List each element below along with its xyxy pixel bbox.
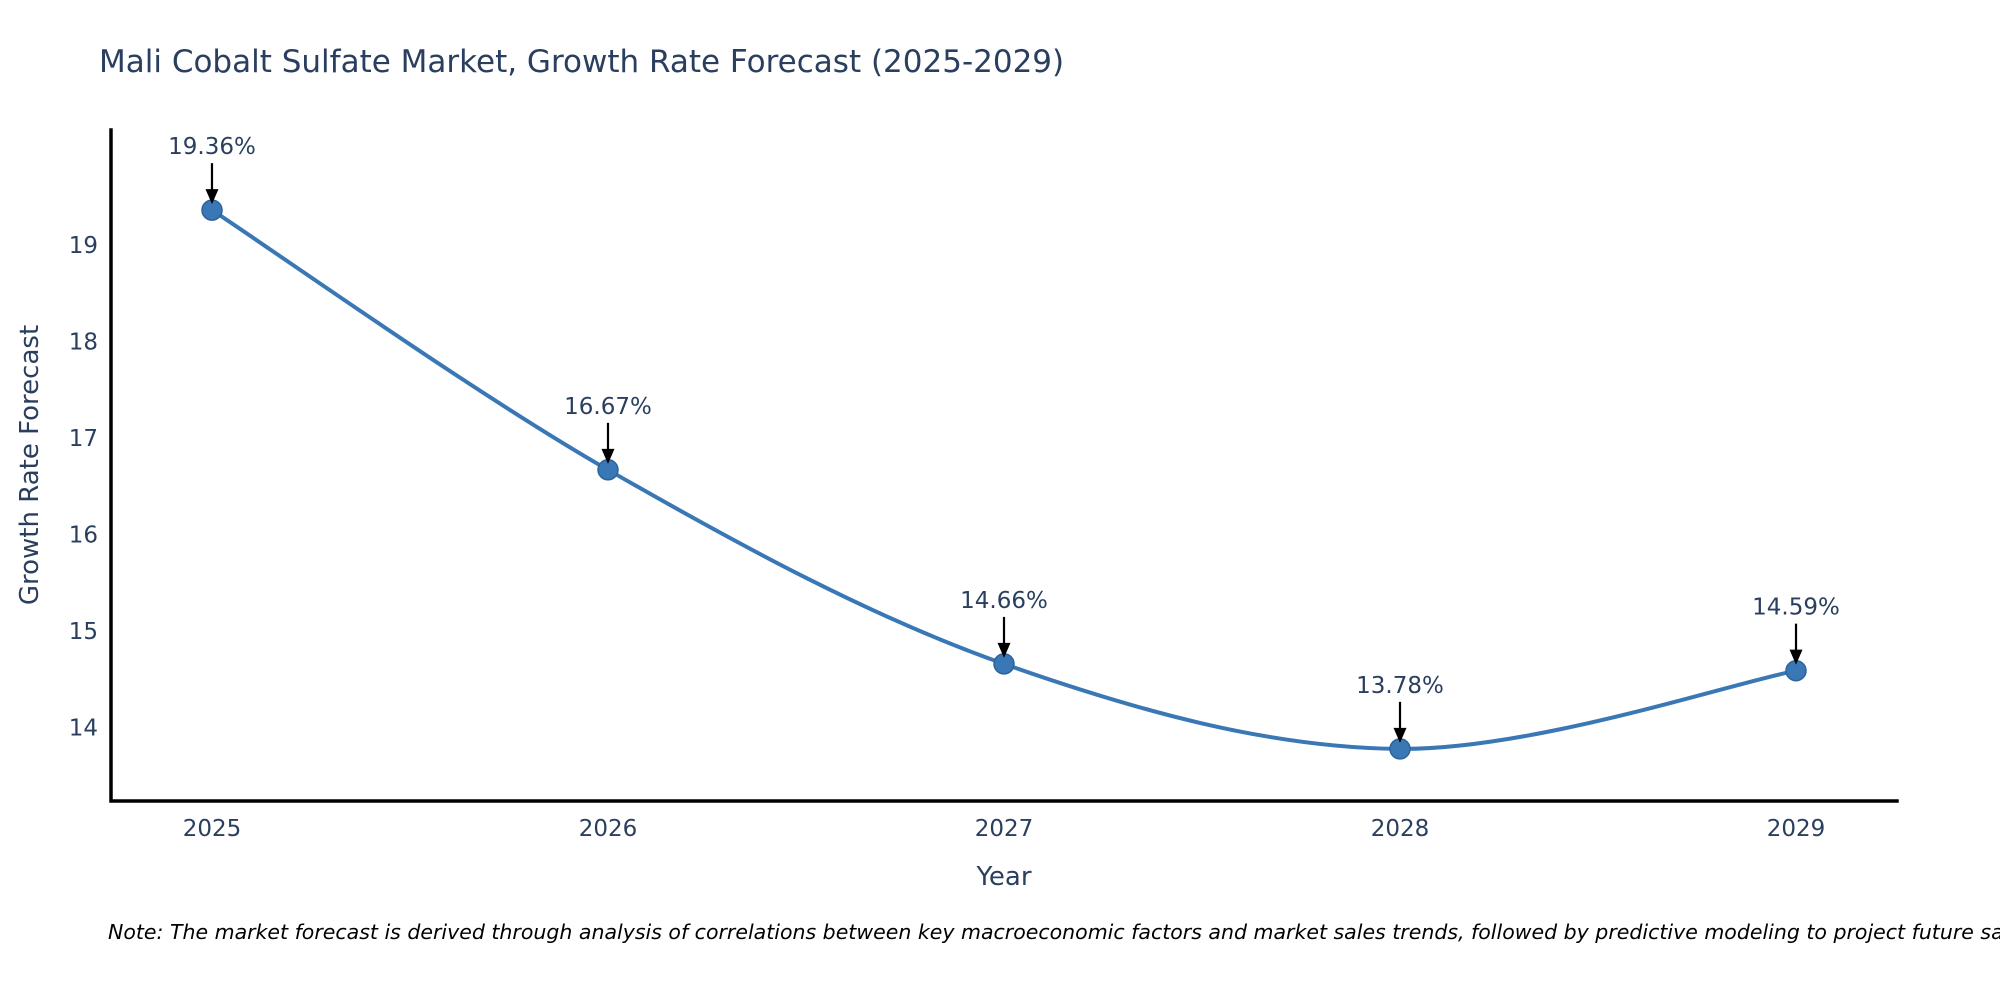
y-tick-label: 14: [69, 716, 98, 742]
x-tick-label: 2026: [579, 816, 638, 842]
annotation-arrowhead-icon: [997, 642, 1011, 658]
x-tick-label: 2025: [183, 816, 242, 842]
annotation-arrowhead-icon: [601, 448, 615, 464]
annotation-arrowhead-icon: [1393, 727, 1407, 743]
point-value-label: 14.66%: [960, 588, 1048, 614]
y-tick-label: 18: [69, 329, 98, 355]
point-value-label: 13.78%: [1356, 673, 1444, 699]
x-axis-title: Year: [976, 862, 1032, 892]
y-axis-title: Growth Rate Forecast: [15, 324, 45, 606]
point-value-label: 16.67%: [564, 394, 652, 420]
point-value-label: 14.59%: [1752, 595, 1840, 621]
y-tick-label: 16: [69, 523, 98, 549]
x-tick-label: 2027: [975, 816, 1034, 842]
annotation-arrowhead-icon: [205, 189, 219, 205]
y-tick-label: 15: [69, 619, 98, 645]
x-tick-label: 2029: [1767, 816, 1826, 842]
chart-title: Mali Cobalt Sulfate Market, Growth Rate …: [99, 44, 1065, 80]
x-tick-label: 2028: [1371, 816, 1430, 842]
point-value-label: 19.36%: [168, 134, 256, 160]
y-tick-label: 17: [69, 426, 98, 452]
annotation-arrowhead-icon: [1789, 649, 1803, 665]
footnote: Note: The market forecast is derived thr…: [108, 920, 2000, 944]
axis-lines: [109, 128, 1899, 803]
y-tick-label: 19: [69, 233, 98, 259]
